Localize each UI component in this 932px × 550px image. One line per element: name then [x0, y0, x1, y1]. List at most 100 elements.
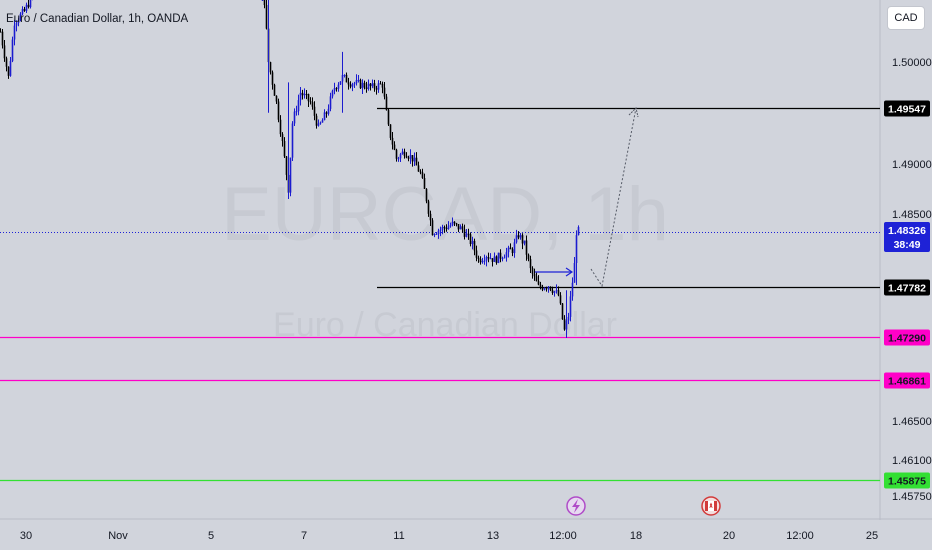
candle	[573, 257, 576, 283]
candle	[453, 221, 456, 227]
current-price-label: 1.48326	[888, 225, 926, 237]
candle	[363, 80, 366, 90]
candle	[377, 80, 380, 93]
price-axis[interactable]: 1.50000 1.49000 1.48500 1.46500 1.46100 …	[892, 57, 932, 503]
candle	[333, 82, 336, 95]
candle	[389, 124, 392, 141]
candle	[353, 81, 356, 88]
candle	[297, 94, 300, 116]
candle	[0, 28, 2, 33]
candle	[273, 83, 276, 96]
candle	[315, 113, 318, 129]
candle	[407, 155, 410, 162]
candle	[365, 81, 368, 93]
candle	[351, 82, 354, 92]
candle	[323, 109, 326, 121]
candle	[331, 89, 334, 99]
candle	[473, 238, 476, 256]
candle	[515, 229, 518, 244]
flash-event-icon[interactable]	[566, 496, 586, 516]
candle	[17, 17, 20, 27]
candle	[265, 0, 268, 30]
level-tag: 1.47290	[884, 329, 930, 346]
time-axis[interactable]: 30 Nov 5 7 11 13 12:00 18 20 12:00 25	[20, 530, 878, 542]
candle	[385, 93, 388, 111]
candle	[393, 141, 396, 151]
candle	[397, 156, 400, 162]
candle	[507, 245, 510, 258]
y-tick-label: 1.45750	[892, 491, 932, 503]
x-tick-label: 11	[393, 530, 404, 542]
candle	[275, 95, 278, 104]
candle	[527, 253, 530, 262]
currency-button[interactable]: CAD	[887, 6, 925, 30]
candle	[439, 226, 442, 237]
candle	[303, 88, 306, 99]
candle	[537, 275, 540, 286]
arrow-head[interactable]	[565, 267, 574, 277]
candle	[553, 290, 556, 297]
x-tick-label: 7	[301, 530, 307, 542]
level-tag-label: 1.45875	[888, 476, 926, 488]
canada-flag-event-icon[interactable]	[701, 496, 721, 516]
candle	[401, 148, 404, 155]
candle	[459, 224, 462, 230]
horizontal-levels[interactable]	[0, 107, 880, 482]
symbol-title[interactable]: Euro / Canadian Dollar, 1h, OANDA	[6, 13, 189, 25]
y-tick-label: 1.46100	[892, 455, 932, 467]
level-tag: 1.46861	[884, 372, 930, 389]
candle	[293, 108, 296, 127]
candle	[5, 56, 8, 72]
candle	[337, 82, 340, 92]
watermark-description: Euro / Canadian Dollar	[273, 306, 617, 344]
candle	[25, 2, 28, 14]
candle	[501, 256, 504, 262]
price-tags: 1.49547 1.47782 1.47290 1.46861 1.45875	[884, 100, 930, 489]
candle	[555, 284, 558, 294]
candle	[29, 0, 32, 9]
candle	[497, 252, 500, 264]
watermark-ticker: EURCAD, 1h	[221, 172, 669, 257]
candle	[305, 90, 308, 100]
x-tick-label: 12:00	[549, 530, 577, 542]
candle	[563, 315, 566, 331]
candle	[299, 86, 302, 106]
candle	[533, 268, 536, 281]
candle	[405, 152, 408, 159]
candle	[479, 256, 482, 265]
candle	[19, 12, 22, 22]
candle	[557, 286, 560, 297]
candle	[309, 97, 312, 105]
candle	[359, 78, 362, 89]
y-tick-label: 1.49000	[892, 159, 932, 171]
candle	[517, 231, 520, 240]
candle	[347, 77, 350, 90]
candle	[317, 119, 320, 127]
projection-path[interactable]	[590, 107, 637, 288]
projection-arrowhead	[628, 107, 639, 118]
candle	[465, 228, 468, 238]
x-tick-label: 25	[866, 530, 878, 542]
candle	[523, 240, 526, 246]
candlestick-series[interactable]	[0, 0, 580, 338]
level-tag: 1.49547	[884, 100, 930, 117]
candle	[367, 79, 370, 91]
candle	[355, 74, 358, 86]
candle	[411, 155, 414, 167]
candle	[425, 188, 428, 204]
y-tick-label: 1.48500	[892, 209, 932, 221]
candle	[475, 245, 478, 262]
candle	[327, 104, 330, 116]
drawing-objects[interactable]	[535, 107, 639, 288]
candle	[3, 40, 6, 62]
candle	[441, 224, 444, 235]
candle	[295, 105, 298, 116]
candle	[443, 225, 446, 233]
level-tag-label: 1.46861	[888, 376, 926, 388]
candle	[559, 292, 562, 305]
candle	[311, 97, 314, 110]
candle	[301, 89, 304, 100]
candle	[541, 284, 544, 292]
